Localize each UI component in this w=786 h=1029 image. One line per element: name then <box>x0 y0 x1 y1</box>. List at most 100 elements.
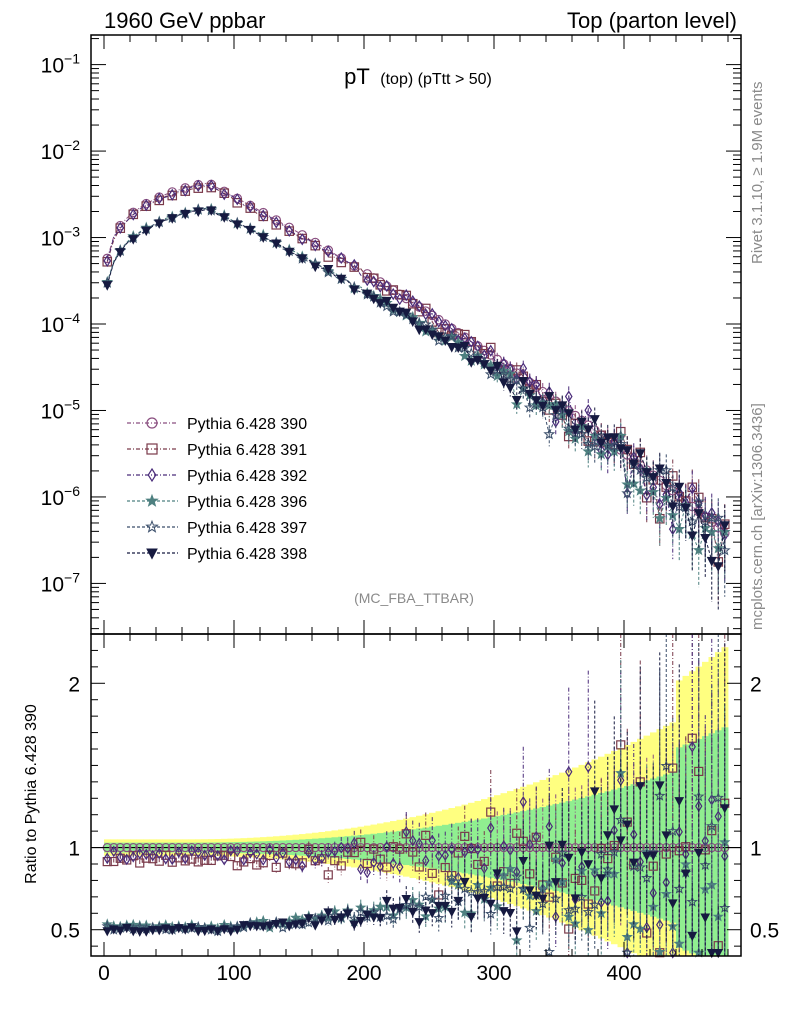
marker-triangle-down <box>550 878 561 888</box>
marker-triangle-down <box>251 922 262 932</box>
marker-triangle-down <box>518 857 529 867</box>
marker-triangle-down <box>381 896 392 907</box>
marker-diamond <box>324 846 332 859</box>
marker-triangle-down <box>602 433 613 443</box>
y-tick-exp: −1 <box>64 51 80 67</box>
marker-diamond <box>344 842 352 855</box>
ratio-series-6 <box>102 643 730 959</box>
marker-star <box>569 902 581 914</box>
marker-diamond <box>324 245 333 258</box>
marker-triangle-down <box>492 869 503 879</box>
marker-triangle-down <box>531 891 542 901</box>
marker-triangle-down <box>453 343 464 354</box>
marker-triangle-down <box>537 894 548 904</box>
marker-square <box>427 868 437 878</box>
marker-diamond <box>181 184 190 197</box>
marker-triangle-down <box>394 903 405 914</box>
ratio-y-axis-label: Ratio to Pythia 6.428 390 <box>23 704 40 884</box>
marker-triangle-down <box>193 207 204 217</box>
marker-triangle-down <box>206 206 217 216</box>
marker-diamond <box>370 856 378 869</box>
marker-circle <box>180 842 190 853</box>
marker-triangle-down <box>537 401 548 412</box>
marker-diamond <box>259 853 267 866</box>
legend-item: Pythia 6.428 397 <box>127 519 307 537</box>
marker-triangle-down <box>316 916 327 926</box>
marker-diamond <box>337 841 345 854</box>
marker-triangle-down <box>687 531 698 542</box>
marker-star <box>439 889 451 901</box>
legend-label: Pythia 6.428 398 <box>187 546 307 563</box>
marker-triangle-down <box>622 820 633 830</box>
marker-triangle-down <box>531 396 542 406</box>
marker-triangle-down <box>284 922 295 932</box>
marker-diamond <box>376 280 385 293</box>
marker-star <box>459 906 471 918</box>
legend-label: Pythia 6.428 392 <box>187 468 307 485</box>
marker-diamond <box>402 825 410 838</box>
y-tick-base: 10 <box>41 228 64 251</box>
y-tick-base: 10 <box>41 400 64 423</box>
marker-triangle-down <box>524 389 535 400</box>
marker-diamond <box>363 273 372 287</box>
marker-triangle-down <box>615 836 626 846</box>
marker-triangle-down <box>297 919 308 929</box>
marker-triangle-down <box>466 358 477 368</box>
marker-diamond <box>201 849 209 862</box>
marker-triangle-down <box>264 921 275 931</box>
marker-triangle-down <box>693 848 704 859</box>
marker-diamond <box>246 200 255 213</box>
marker-diamond <box>103 852 111 865</box>
legend-item: Pythia 6.428 392 <box>127 467 307 485</box>
ratio-y-tick-label-right: 0.5 <box>750 920 779 943</box>
marker-star <box>615 813 627 825</box>
marker-diamond <box>207 179 216 192</box>
marker-triangle-down <box>485 899 496 909</box>
marker-diamond <box>688 740 696 753</box>
main-series-6 <box>102 206 730 610</box>
marker-star <box>667 825 679 837</box>
x-tick-label: 300 <box>476 962 511 985</box>
marker-triangle-down <box>498 378 509 388</box>
marker-diamond <box>214 849 222 862</box>
marker-square <box>146 443 158 455</box>
marker-square <box>336 861 346 871</box>
marker-triangle-down <box>440 901 451 911</box>
marker-triangle-down <box>427 909 438 919</box>
marker-diamond <box>142 848 150 861</box>
marker-diamond <box>428 307 437 321</box>
marker-star <box>524 921 536 933</box>
marker-triangle-down <box>641 851 652 861</box>
marker-triangle-down <box>336 913 347 923</box>
marker-triangle-down <box>362 910 373 920</box>
marker-diamond <box>382 279 391 293</box>
marker-triangle-down <box>570 425 581 436</box>
marker-triangle-down <box>609 805 620 815</box>
marker-triangle-down <box>563 853 574 863</box>
main-series-2 <box>102 182 730 606</box>
header-right: Top (parton level) <box>567 8 737 33</box>
marker-triangle-down <box>407 907 418 918</box>
marker-circle <box>258 842 268 853</box>
legend-label: Pythia 6.428 396 <box>187 494 307 511</box>
marker-circle <box>271 842 281 853</box>
main-title-sub: (top) (pTtt > 50) <box>380 71 492 88</box>
marker-circle <box>232 842 242 853</box>
marker-star <box>433 912 445 923</box>
marker-diamond <box>565 765 573 778</box>
marker-triangle-down <box>310 921 321 931</box>
marker-triangle-down <box>245 922 256 932</box>
marker-diamond <box>532 378 541 391</box>
marker-diamond <box>513 866 521 878</box>
marker-circle <box>239 842 249 853</box>
marker-square <box>252 860 262 870</box>
marker-diamond <box>331 845 339 858</box>
marker-star <box>621 487 634 499</box>
marker-square <box>265 850 275 860</box>
y-tick-exp: −7 <box>64 569 80 585</box>
marker-triangle-down <box>225 927 236 937</box>
marker-triangle-down <box>108 925 119 935</box>
marker-star <box>387 913 399 924</box>
marker-triangle-down <box>596 874 607 884</box>
marker-triangle-down <box>446 907 457 918</box>
